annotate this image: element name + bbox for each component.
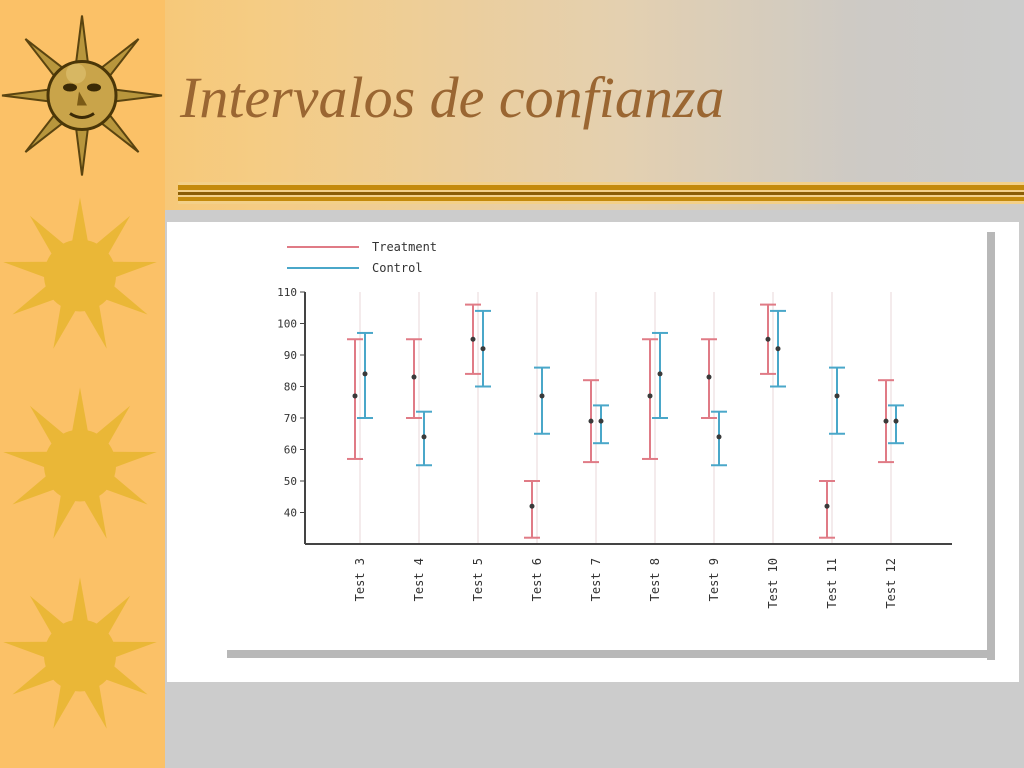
figure-shadow-bottom: [227, 650, 995, 658]
mean-point: [706, 374, 712, 380]
error-bar-chart: 40 50 60 70 80 90 100 110 Test 3 Test 4 Test 5 Test…: [227, 232, 995, 660]
x-category-label: Test 6: [530, 558, 544, 601]
error-bar-treatment: [524, 480, 540, 539]
error-bar-treatment: [642, 338, 658, 460]
error-bar-control: [652, 331, 668, 419]
x-category-label: Test 9: [707, 558, 721, 601]
mean-point: [893, 418, 899, 424]
x-category-label: Test 11: [825, 558, 839, 609]
mean-point: [480, 346, 486, 352]
error-bars: [347, 303, 904, 539]
grid-lines: [359, 292, 892, 544]
error-bar-treatment: [760, 303, 776, 375]
legend-label: Treatment: [372, 240, 437, 254]
mean-point: [775, 346, 781, 352]
axes: 40 50 60 70 80 90 100 110 Test 3 Test 4 Test 5 Test…: [277, 286, 952, 609]
mean-point: [824, 503, 830, 509]
error-bar-treatment: [406, 338, 422, 419]
mean-point: [716, 434, 722, 440]
y-tick-label: 110: [277, 286, 297, 299]
error-bar-control: [475, 309, 491, 388]
mean-point: [539, 393, 545, 399]
sun-icon: [3, 197, 157, 349]
x-category-label: Test 12: [884, 558, 898, 609]
error-bar-control: [593, 404, 609, 445]
x-category-label: Test 8: [648, 558, 662, 601]
slide-title: Intervalos de confianza: [180, 65, 725, 130]
legend: Treatment Control: [287, 240, 437, 275]
mean-point: [529, 503, 535, 509]
error-bar-treatment: [583, 379, 599, 464]
y-tick-label: 80: [284, 381, 297, 394]
y-tick-label: 40: [284, 507, 297, 520]
error-bar-treatment: [819, 480, 835, 539]
x-category-label: Test 3: [353, 558, 367, 601]
mean-point: [362, 371, 368, 377]
x-category-label: Test 4: [412, 558, 426, 601]
error-bar-control: [416, 410, 432, 467]
error-bar-treatment: [701, 338, 717, 419]
mean-point: [657, 371, 663, 377]
mean-point: [352, 393, 358, 399]
y-tick-label: 100: [277, 318, 297, 331]
error-bar-control: [357, 331, 373, 419]
y-tick-label: 50: [284, 475, 297, 488]
y-tick-label: 70: [284, 412, 297, 425]
error-bar-control: [829, 366, 845, 435]
mean-point: [834, 393, 840, 399]
mean-point: [411, 374, 417, 380]
mean-point: [588, 418, 594, 424]
x-category-label: Test 5: [471, 558, 485, 601]
error-bar-control: [711, 410, 727, 467]
chart-panel: 40 50 60 70 80 90 100 110 Test 3 Test 4 Test 5 Test…: [167, 222, 1019, 682]
error-bar-treatment: [878, 379, 894, 464]
mean-point: [647, 393, 653, 399]
figure-shadow-right: [987, 232, 995, 660]
error-bar-control: [770, 309, 786, 388]
sun-face-icon: [1, 15, 163, 176]
error-bar-control: [534, 366, 550, 435]
mean-point: [470, 336, 476, 342]
title-divider-rule: [178, 182, 1024, 204]
decorative-left-strip: [0, 0, 165, 768]
x-category-label: Test 7: [589, 558, 603, 601]
y-tick-label: 60: [284, 444, 297, 457]
error-bar-treatment: [347, 338, 363, 460]
error-bar-control: [888, 404, 904, 445]
legend-label: Control: [372, 261, 423, 275]
mean-point: [421, 434, 427, 440]
error-bar-treatment: [465, 303, 481, 375]
x-category-label: Test 10: [766, 558, 780, 609]
mean-point: [883, 418, 889, 424]
mean-point: [765, 336, 771, 342]
sun-icon: [3, 387, 157, 539]
sun-icon: [3, 577, 157, 729]
y-tick-label: 90: [284, 349, 297, 362]
mean-point: [598, 418, 604, 424]
